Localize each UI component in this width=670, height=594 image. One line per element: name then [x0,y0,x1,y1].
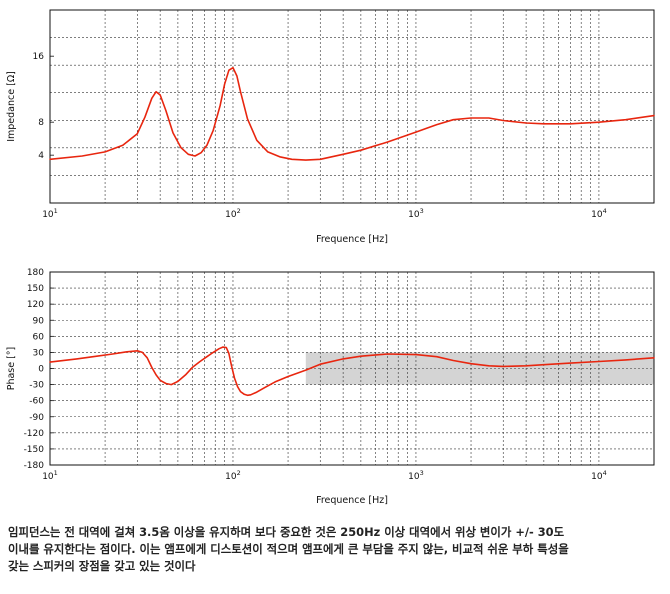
y-tick-label: -120 [24,429,45,439]
phase-chart: -180 -150 -120 -90 -60 -30 0 30 60 90 120 150 180 101… [6,268,655,506]
x-tick-label: 103 [408,469,424,482]
y-tick-label: 8 [38,118,44,128]
impedance-curve [49,66,655,161]
y-tick-label: 180 [27,268,44,278]
x-tick-label: 102 [225,207,241,220]
caption-line-1: 임피던스는 전 대역에 걸쳐 3.5옴 이상을 유지하며 보다 중요한 것은 2… [8,525,565,539]
phase-curve [49,346,655,397]
caption-line-2: 이내를 유지한다는 점이다. 이는 앰프에게 디스토션이 적으며 앰프에게 큰 … [8,542,569,556]
y-tick-label: -180 [24,461,45,471]
caption-line-3: 갖는 스피커의 장점을 갖고 있는 것이다 [8,559,196,573]
y-tick-label: -90 [29,413,44,423]
x-tick-label: 101 [42,207,58,220]
x-axis-label: Frequence [Hz] [316,495,388,506]
figure: 4 8 16 101 102 103 104 Frequence [Hz] Impedance … [6,9,655,506]
y-tick-label: -30 [29,381,44,391]
y-axis-label: Phase [°] [6,347,17,391]
x-axis-label: Frequence [Hz] [316,234,388,245]
y-tick-label: 30 [33,348,45,358]
y-tick-label: -60 [29,397,44,407]
x-tick-label: 104 [591,207,607,220]
y-tick-label: 150 [27,284,44,294]
y-tick-label: 120 [27,300,44,310]
y-tick-label: 4 [38,151,44,161]
caption: 임피던스는 전 대역에 걸쳐 3.5옴 이상을 유지하며 보다 중요한 것은 2… [8,524,664,575]
y-tick-label: -150 [24,445,45,455]
y-tick-label: 16 [33,52,45,62]
plot-frame [49,9,655,204]
impedance-chart: 4 8 16 101 102 103 104 Frequence [Hz] Impedance … [6,9,655,245]
y-tick-label: 60 [33,332,45,342]
x-tick-label: 102 [225,469,241,482]
x-tick-label: 104 [591,469,607,482]
y-tick-label: 0 [38,365,44,375]
x-tick-label: 103 [408,207,424,220]
y-axis-label: Impedance [Ω] [6,71,17,142]
y-tick-label: 90 [33,316,45,326]
x-tick-label: 101 [42,469,58,482]
